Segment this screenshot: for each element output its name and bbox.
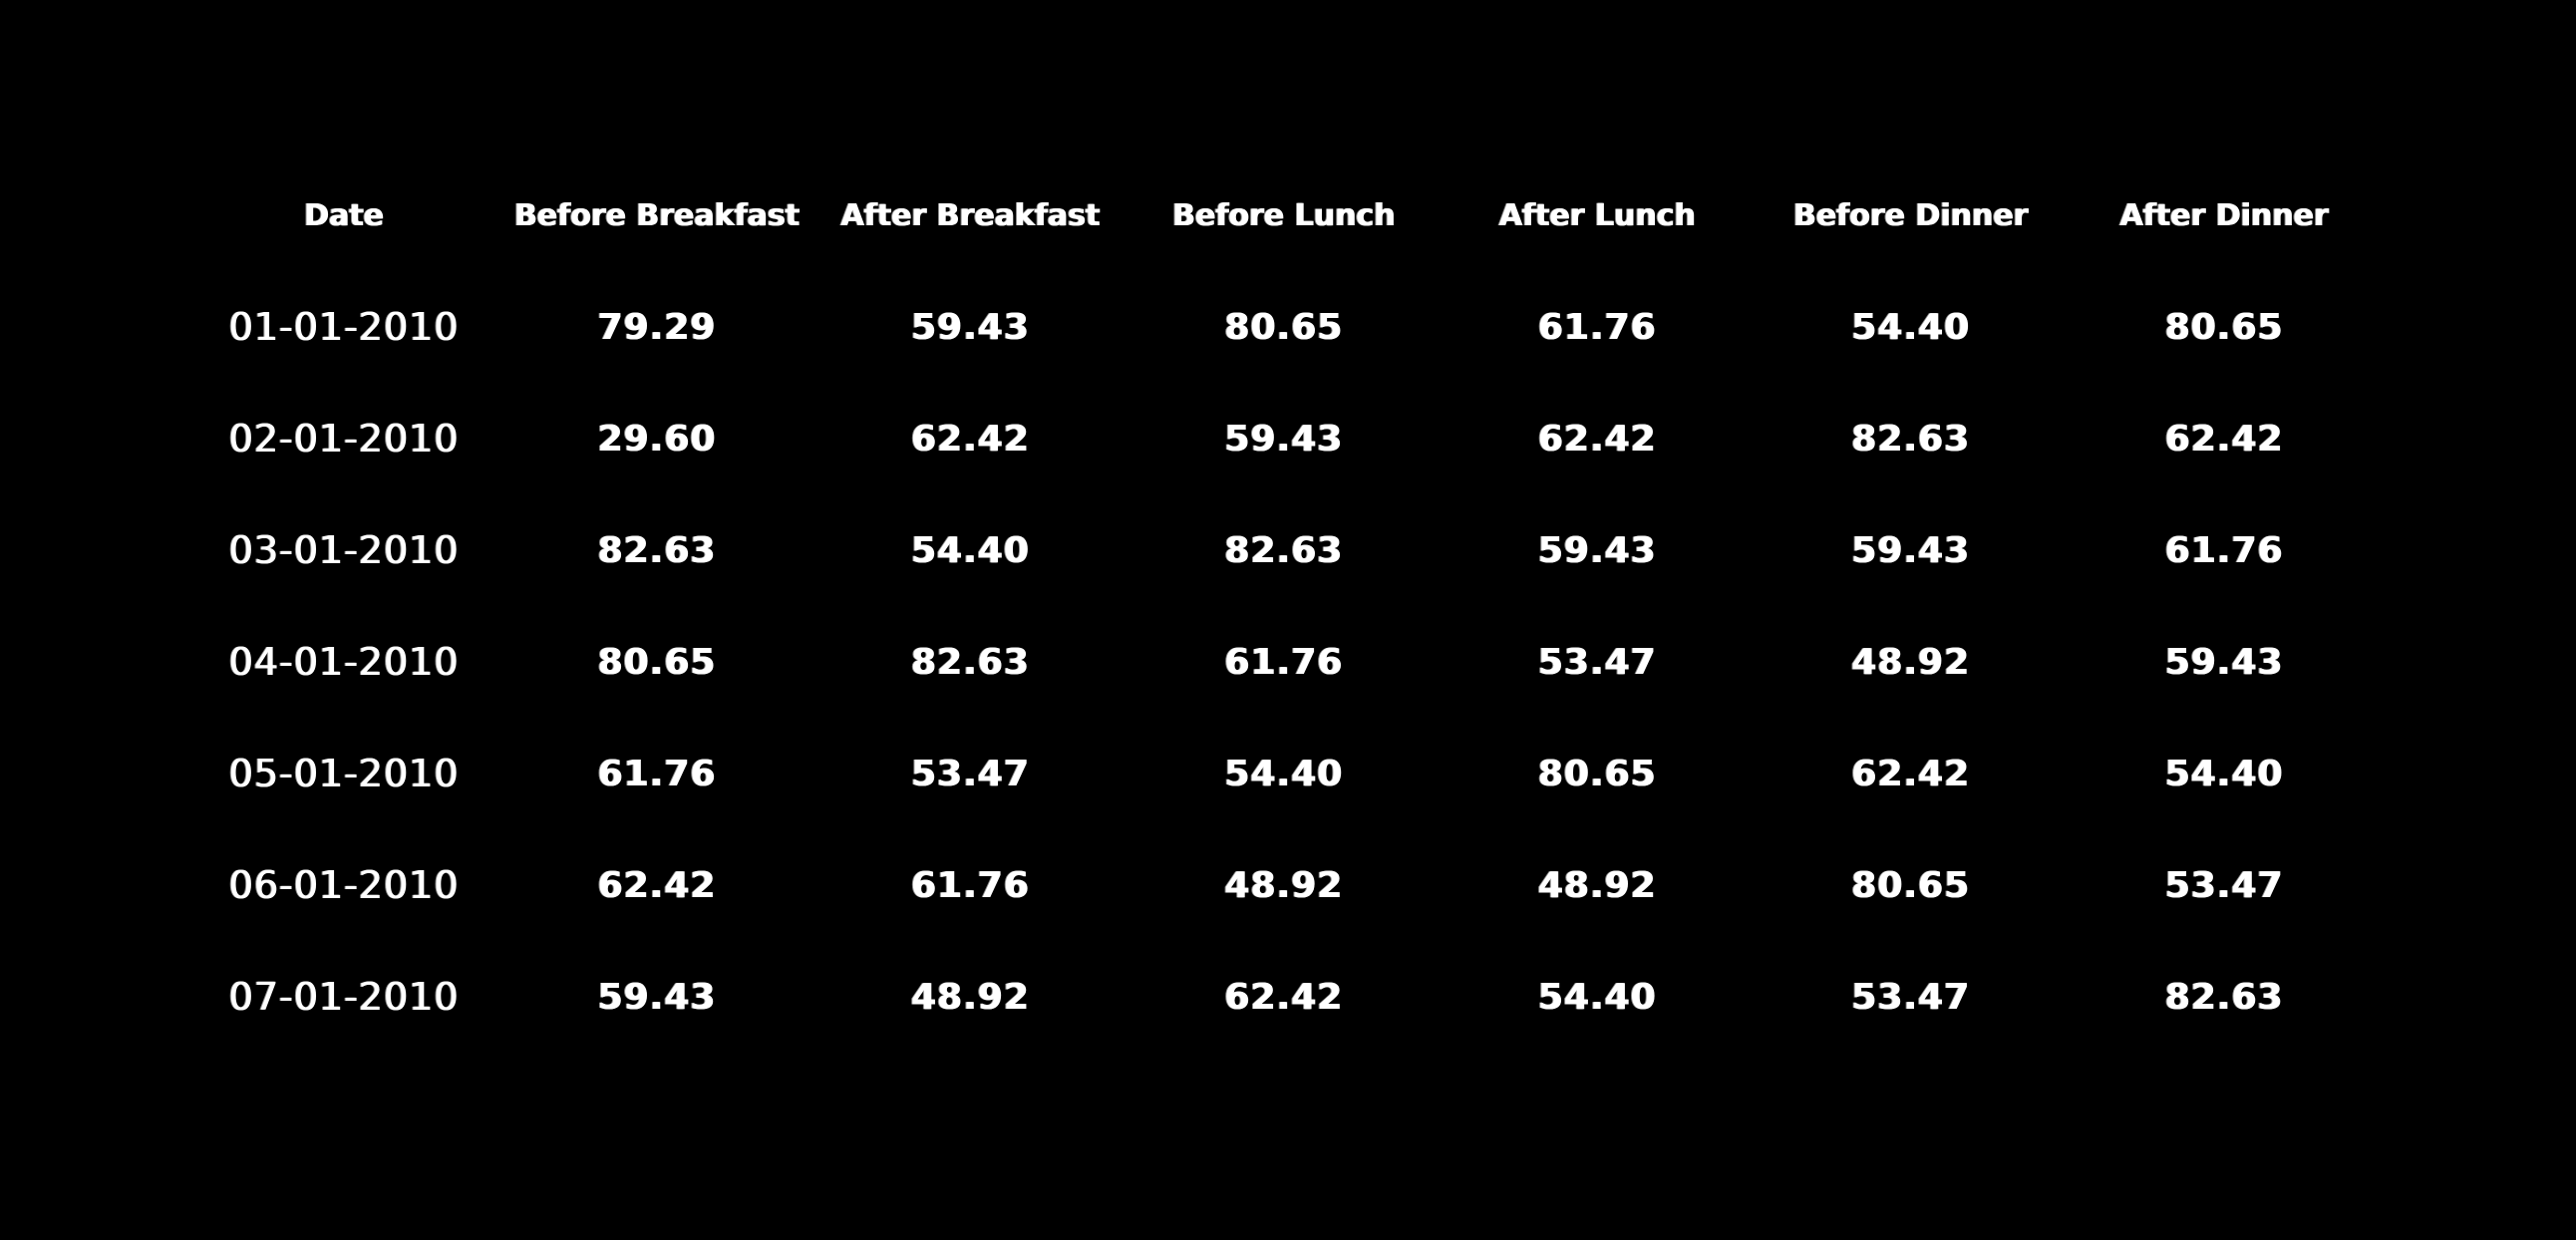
cell-before-breakfast: 62.42 (597, 864, 717, 906)
cell-after-lunch: 53.47 (1537, 641, 1657, 683)
cell-before-dinner: 62.42 (1850, 753, 1970, 794)
cell-before-lunch: 62.42 (1224, 976, 1343, 1018)
cell-after-lunch: 62.42 (1537, 418, 1657, 460)
header-after-dinner: After Dinner (2119, 197, 2329, 233)
cell-date: 02-01-2010 (228, 417, 460, 461)
header-before-breakfast: Before Breakfast (513, 197, 800, 233)
cell-after-dinner: 62.42 (2164, 418, 2284, 460)
cell-after-breakfast: 62.42 (910, 418, 1030, 460)
cell-date: 04-01-2010 (228, 640, 460, 684)
cell-before-lunch: 82.63 (1224, 529, 1343, 571)
cell-date: 06-01-2010 (228, 863, 460, 907)
cell-before-breakfast: 61.76 (597, 753, 717, 794)
header-after-breakfast: After Breakfast (840, 197, 1101, 233)
glucose-table: Date Before Breakfast After Breakfast Be… (187, 159, 2381, 1053)
cell-date: 05-01-2010 (228, 752, 460, 795)
cell-after-breakfast: 53.47 (910, 753, 1030, 794)
header-after-lunch: After Lunch (1498, 197, 1696, 233)
cell-after-breakfast: 54.40 (910, 529, 1030, 571)
cell-before-breakfast: 79.29 (597, 306, 717, 348)
table-row: 05-01-2010 61.76 53.47 54.40 80.65 62.42… (187, 718, 2381, 829)
cell-date: 01-01-2010 (228, 305, 460, 349)
table-header-row: Date Before Breakfast After Breakfast Be… (187, 159, 2381, 271)
cell-before-breakfast: 80.65 (597, 641, 717, 683)
cell-after-dinner: 59.43 (2164, 641, 2284, 683)
cell-before-dinner: 59.43 (1850, 529, 1970, 571)
cell-before-breakfast: 29.60 (597, 418, 717, 460)
cell-after-dinner: 61.76 (2164, 529, 2284, 571)
table-row: 03-01-2010 82.63 54.40 82.63 59.43 59.43… (187, 494, 2381, 606)
cell-after-breakfast: 59.43 (910, 306, 1030, 348)
cell-before-breakfast: 59.43 (597, 976, 717, 1018)
cell-after-dinner: 53.47 (2164, 864, 2284, 906)
cell-after-dinner: 80.65 (2164, 306, 2284, 348)
cell-after-breakfast: 61.76 (910, 864, 1030, 906)
cell-after-lunch: 54.40 (1537, 976, 1657, 1018)
table-row: 02-01-2010 29.60 62.42 59.43 62.42 82.63… (187, 383, 2381, 494)
cell-before-lunch: 48.92 (1224, 864, 1343, 906)
cell-after-lunch: 59.43 (1537, 529, 1657, 571)
cell-after-dinner: 54.40 (2164, 753, 2284, 794)
header-date: Date (303, 197, 384, 233)
table-row: 06-01-2010 62.42 61.76 48.92 48.92 80.65… (187, 829, 2381, 941)
header-before-dinner: Before Dinner (1792, 197, 2029, 233)
cell-date: 03-01-2010 (228, 528, 460, 572)
table-row: 04-01-2010 80.65 82.63 61.76 53.47 48.92… (187, 606, 2381, 718)
table-row: 01-01-2010 79.29 59.43 80.65 61.76 54.40… (187, 271, 2381, 383)
cell-before-lunch: 61.76 (1224, 641, 1343, 683)
cell-before-dinner: 82.63 (1850, 418, 1970, 460)
table-row: 07-01-2010 59.43 48.92 62.42 54.40 53.47… (187, 941, 2381, 1053)
cell-date: 07-01-2010 (228, 975, 460, 1019)
cell-before-lunch: 80.65 (1224, 306, 1343, 348)
cell-after-breakfast: 82.63 (910, 641, 1030, 683)
cell-before-breakfast: 82.63 (597, 529, 717, 571)
header-before-lunch: Before Lunch (1171, 197, 1396, 233)
cell-before-lunch: 54.40 (1224, 753, 1343, 794)
cell-before-dinner: 48.92 (1850, 641, 1970, 683)
cell-after-lunch: 80.65 (1537, 753, 1657, 794)
cell-before-dinner: 53.47 (1850, 976, 1970, 1018)
cell-after-lunch: 48.92 (1537, 864, 1657, 906)
cell-before-dinner: 80.65 (1850, 864, 1970, 906)
cell-before-dinner: 54.40 (1850, 306, 1970, 348)
cell-after-dinner: 82.63 (2164, 976, 2284, 1018)
cell-after-lunch: 61.76 (1537, 306, 1657, 348)
cell-after-breakfast: 48.92 (910, 976, 1030, 1018)
cell-before-lunch: 59.43 (1224, 418, 1343, 460)
